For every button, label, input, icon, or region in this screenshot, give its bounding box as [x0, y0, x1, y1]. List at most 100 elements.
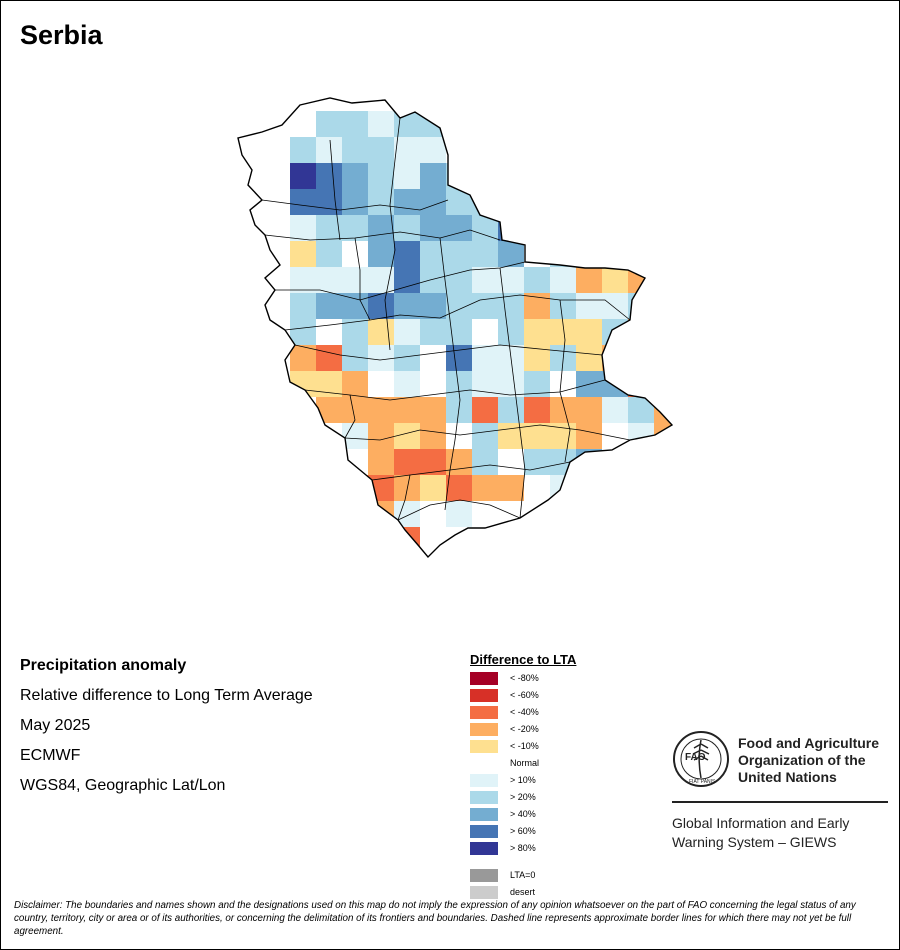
anomaly-cell [602, 345, 628, 371]
anomaly-cell [628, 319, 654, 345]
anomaly-cell [680, 397, 706, 423]
anomaly-cell [446, 449, 472, 475]
anomaly-cell [368, 397, 394, 423]
anomaly-cell [368, 189, 394, 215]
anomaly-cell [498, 475, 524, 501]
anomaly-cell [394, 163, 420, 189]
anomaly-cell [316, 163, 342, 189]
anomaly-cell [394, 215, 420, 241]
anomaly-cell [316, 293, 342, 319]
anomaly-cell [680, 371, 706, 397]
anomaly-cell [628, 397, 654, 423]
anomaly-cell [550, 371, 576, 397]
anomaly-cell [446, 501, 472, 527]
fao-name-line1: Food and Agriculture [738, 735, 880, 751]
anomaly-cell [420, 319, 446, 345]
legend-swatch [470, 740, 498, 753]
legend-label: > 80% [510, 843, 536, 853]
anomaly-cell [472, 137, 498, 163]
fao-logo-motto: FIAT PANIS [689, 779, 716, 785]
anomaly-cell [368, 267, 394, 293]
anomaly-cell [342, 293, 368, 319]
giews-line2: Warning System – GIEWS [672, 834, 837, 850]
anomaly-cell [602, 267, 628, 293]
anomaly-cell [524, 319, 550, 345]
anomaly-cell [368, 111, 394, 137]
anomaly-cell [394, 397, 420, 423]
legend-swatch [470, 825, 498, 838]
anomaly-cell [316, 189, 342, 215]
anomaly-cell [316, 241, 342, 267]
legend-label: < -40% [510, 707, 539, 717]
map-info: Precipitation anomaly Relative differenc… [20, 656, 313, 806]
anomaly-cell [316, 449, 342, 475]
anomaly-cell [368, 319, 394, 345]
anomaly-cell [472, 267, 498, 293]
anomaly-cell [290, 319, 316, 345]
anomaly-cell [472, 293, 498, 319]
legend-swatch [470, 757, 498, 770]
anomaly-cell [316, 267, 342, 293]
anomaly-cell [472, 241, 498, 267]
anomaly-cell [368, 293, 394, 319]
anomaly-cell [524, 449, 550, 475]
anomaly-cell [576, 293, 602, 319]
anomaly-cell [628, 371, 654, 397]
anomaly-cell [446, 241, 472, 267]
anomaly-cell [316, 371, 342, 397]
anomaly-cell [290, 423, 316, 449]
anomaly-cell [342, 241, 368, 267]
anomaly-cell [316, 345, 342, 371]
legend-swatch [470, 886, 498, 899]
fao-logo-icon: FAO FIAT PANIS [673, 731, 729, 787]
anomaly-cell [550, 397, 576, 423]
anomaly-cell [368, 449, 394, 475]
anomaly-cell [446, 189, 472, 215]
legend: Difference to LTA < -80% < -60% < -40% < -2… [470, 652, 576, 899]
anomaly-cell [394, 423, 420, 449]
anomaly-cell [368, 215, 394, 241]
legend-swatch [470, 791, 498, 804]
anomaly-cell [654, 423, 672, 449]
anomaly-cell [290, 189, 316, 215]
anomaly-cell [628, 345, 654, 371]
legend-label: < -80% [510, 673, 539, 683]
anomaly-cell [680, 319, 706, 345]
info-subtitle: Relative difference to Long Term Average [20, 687, 313, 704]
info-heading: Precipitation anomaly [20, 657, 187, 674]
legend-swatch [470, 842, 498, 855]
anomaly-cell [472, 189, 498, 215]
legend-label: > 40% [510, 809, 536, 819]
fao-name-line3: United Nations [738, 769, 837, 785]
anomaly-cell [290, 215, 316, 241]
anomaly-cell [498, 371, 524, 397]
anomaly-cell [498, 163, 524, 189]
legend-swatch [470, 706, 498, 719]
legend-swatch [470, 869, 498, 882]
anomaly-cell [550, 475, 576, 501]
anomaly-cell [472, 397, 498, 423]
legend-label: desert [510, 887, 536, 897]
anomaly-cell [524, 189, 550, 215]
anomaly-cell [550, 241, 576, 267]
anomaly-cell [316, 111, 342, 137]
anomaly-cell [550, 449, 576, 475]
anomaly-cell [498, 241, 524, 267]
anomaly-cell [602, 423, 628, 449]
anomaly-cell [290, 449, 316, 475]
anomaly-cell [290, 293, 316, 319]
fao-divider [672, 801, 888, 803]
anomaly-cell [576, 319, 602, 345]
anomaly-cell [394, 501, 420, 527]
fao-name: Food and Agriculture Organization of the… [738, 735, 898, 786]
anomaly-cell [446, 215, 472, 241]
anomaly-cell [420, 293, 446, 319]
anomaly-cell [342, 371, 368, 397]
anomaly-cell [394, 293, 420, 319]
legend-label: > 20% [510, 792, 536, 802]
info-period: May 2025 [20, 717, 91, 734]
anomaly-cell [290, 345, 316, 371]
anomaly-cell [576, 475, 602, 501]
legend-label: > 60% [510, 826, 536, 836]
anomaly-cell [576, 449, 602, 475]
